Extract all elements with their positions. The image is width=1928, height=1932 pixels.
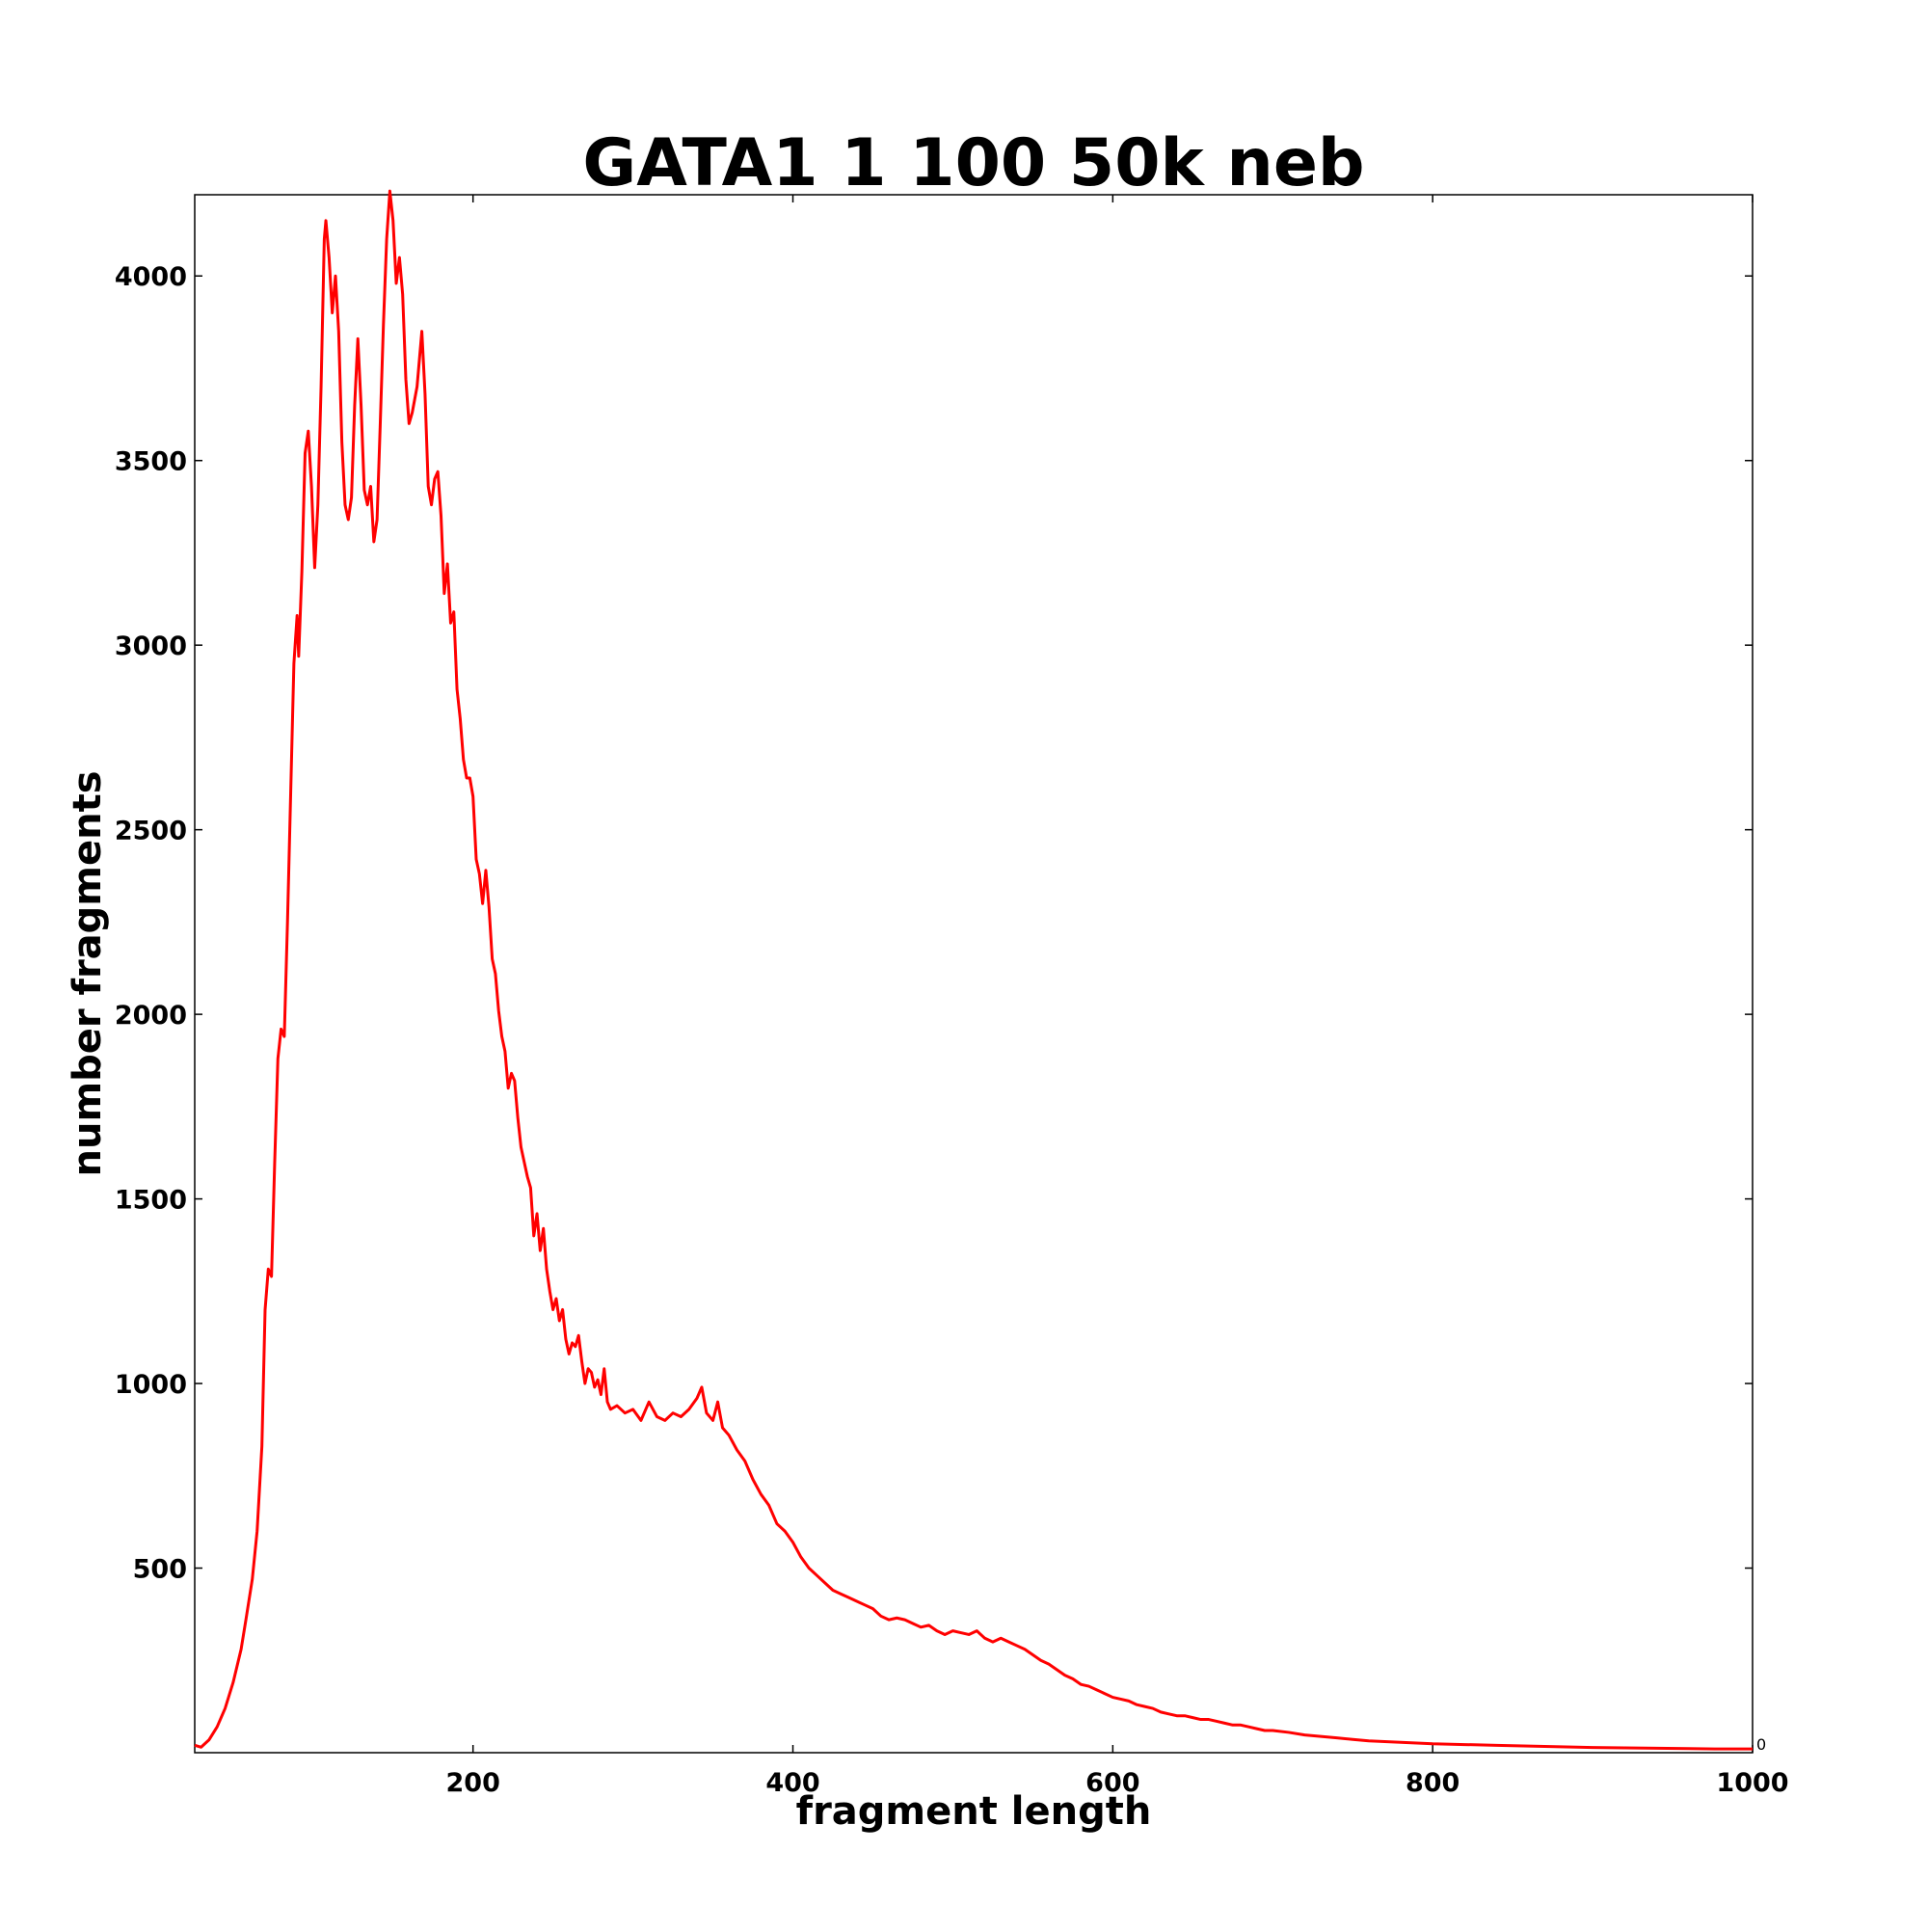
series-line — [194, 189, 1753, 1751]
series-layer — [194, 189, 1753, 1751]
y-tick-label: 3000 — [115, 631, 187, 661]
y-tick-label: 2000 — [115, 1001, 187, 1031]
corner-zero-label: 0 — [1756, 1735, 1766, 1754]
x-axis-label: fragment length — [796, 1789, 1152, 1834]
axis-ticks: 200 400 600 800 1000 500 1000 1500 2000 2500 3000 3… — [115, 195, 1789, 1798]
y-tick-label: 1500 — [115, 1186, 187, 1216]
x-tick-label: 600 — [1085, 1768, 1139, 1798]
x-tick-label: 800 — [1406, 1768, 1459, 1798]
y-tick-label: 3500 — [115, 447, 187, 477]
y-axis-label: number fragments — [66, 770, 110, 1176]
x-tick-label: 400 — [765, 1768, 819, 1798]
y-tick-label: 500 — [133, 1555, 187, 1585]
y-tick-label: 4000 — [115, 262, 187, 292]
x-tick-label: 1000 — [1716, 1768, 1788, 1798]
y-tick-label: 1000 — [115, 1370, 187, 1400]
chart-title: GATA1 1 100 50k neb — [582, 125, 1364, 201]
x-tick-label: 200 — [446, 1768, 500, 1798]
plot-frame — [194, 194, 1754, 1754]
y-tick-label: 2500 — [115, 817, 187, 846]
